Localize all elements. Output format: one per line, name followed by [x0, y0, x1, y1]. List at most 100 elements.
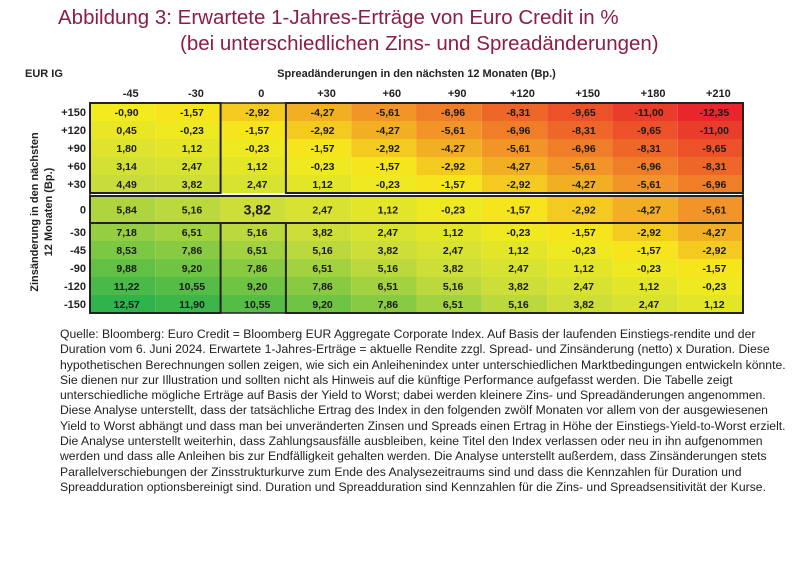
data-label: 6,51 — [378, 281, 399, 293]
heatmap-cell — [155, 259, 221, 277]
data-label: 7,86 — [182, 245, 203, 257]
data-label: -4,27 — [702, 227, 726, 239]
heatmap-cell — [481, 121, 548, 139]
data-label: 1,12 — [182, 143, 203, 155]
data-label: 2,47 — [443, 245, 464, 257]
heatmap-cell — [547, 139, 613, 157]
data-label: 11,22 — [114, 281, 140, 293]
data-label: 3,82 — [443, 263, 464, 275]
corner-label: EUR IG — [25, 68, 63, 80]
data-label: -0,23 — [572, 245, 596, 257]
heatmap-cell — [416, 103, 482, 121]
data-label: 1,80 — [116, 143, 137, 155]
data-label: -1,57 — [702, 263, 726, 275]
heatmap-cell — [351, 157, 417, 175]
heatmap-borders — [89, 102, 744, 314]
data-label: -11,00 — [700, 125, 729, 137]
data-label: 1,12 — [574, 263, 595, 275]
data-label: 5,16 — [247, 227, 268, 239]
heatmap-cell — [547, 295, 613, 313]
heatmap-cell — [677, 277, 743, 295]
heatmap-cell — [220, 277, 286, 295]
heatmap-cell — [677, 121, 743, 139]
data-label: 6,51 — [182, 227, 203, 239]
data-label: -4,27 — [506, 161, 530, 173]
data-label: -4,27 — [441, 143, 465, 155]
heatmap-cell — [612, 175, 678, 193]
heatmap-cell — [612, 295, 678, 313]
heatmap-cell — [220, 157, 286, 175]
data-label: -9,65 — [572, 107, 596, 119]
data-label: 1,12 — [704, 299, 725, 311]
data-label: -1,57 — [441, 179, 465, 191]
data-label: -8,31 — [506, 107, 530, 119]
data-label: 7,86 — [378, 299, 399, 311]
data-label: -1,57 — [311, 143, 335, 155]
y-axis-title-line-1: Zinsänderung in den nächsten — [29, 132, 41, 292]
data-label: -0,23 — [180, 125, 204, 137]
data-label: 3,82 — [508, 281, 529, 293]
data-label: -5,61 — [702, 205, 726, 217]
heatmap-cell — [285, 259, 352, 277]
chart-title-line-1: Abbildung 3: Erwartete 1-Jahres-Erträge … — [58, 6, 619, 29]
data-label: -5,61 — [637, 179, 661, 191]
x-tick-label: +90 — [448, 88, 467, 100]
data-label: 2,47 — [574, 281, 595, 293]
heatmap-cell — [90, 196, 156, 223]
data-label: -0,23 — [311, 161, 335, 173]
heatmap-cell — [285, 295, 352, 313]
data-label: 1,12 — [508, 245, 529, 257]
data-label: -5,61 — [506, 143, 530, 155]
heatmap-cell — [90, 295, 156, 313]
data-label: -8,31 — [572, 125, 596, 137]
y-tick-label: +30 — [67, 179, 86, 191]
y-axis-title-line-2: 12 Monaten (Bp.) — [43, 167, 55, 256]
data-label: -2,92 — [311, 125, 335, 137]
heatmap-cell — [677, 241, 743, 259]
heatmap-cell — [220, 241, 286, 259]
y-tick-label: -90 — [70, 263, 86, 275]
data-label: 5,16 — [443, 281, 464, 293]
heatmap-cell — [416, 259, 482, 277]
y-tick-label: -120 — [64, 281, 86, 293]
chart-title-line-2: (bei unterschiedlichen Zins- und Spreadä… — [180, 32, 659, 55]
data-label: -1,57 — [637, 245, 661, 257]
data-label: 2,47 — [508, 263, 529, 275]
data-label: 2,47 — [639, 299, 660, 311]
x-tick-label: +120 — [510, 88, 535, 100]
heatmap-cell — [90, 259, 156, 277]
x-tick-label: -30 — [188, 88, 204, 100]
heatmap-cell — [90, 277, 156, 295]
y-tick-label: +90 — [67, 143, 86, 155]
heatmap-cell — [220, 259, 286, 277]
data-label: -4,27 — [637, 205, 661, 217]
data-label: 2,47 — [378, 227, 399, 239]
heatmap-cell — [481, 295, 548, 313]
heatmap-cell — [612, 241, 678, 259]
heatmap-cell — [481, 196, 548, 223]
heatmap-cell — [220, 103, 286, 121]
data-label: -1,57 — [506, 205, 530, 217]
heatmap-cell — [155, 241, 221, 259]
data-label: 3,82 — [574, 299, 595, 311]
heatmap-cell — [285, 175, 352, 193]
heatmap-cell — [285, 157, 352, 175]
heatmap-cell — [612, 259, 678, 277]
heatmap-cell — [351, 241, 417, 259]
x-tick-labels: -45 -30 0 +30 +60 +90 +120 +150 +180 +210 — [123, 88, 731, 100]
data-label: -5,61 — [572, 161, 596, 173]
data-label: 10,55 — [179, 281, 205, 293]
data-label: 6,51 — [443, 299, 464, 311]
heatmap-cell — [481, 175, 548, 193]
data-label: -8,31 — [702, 161, 726, 173]
data-label: -1,57 — [180, 107, 204, 119]
heatmap-chart: -0,90 -1,57 -2,92 -4,27 -5,61 -6,96 -8,31 -9,65… — [29, 88, 744, 314]
data-label: -4,27 — [376, 125, 400, 137]
data-label: -2,92 — [506, 179, 530, 191]
heatmap-cell — [351, 295, 417, 313]
heatmap-cell — [90, 157, 156, 175]
data-label: -6,96 — [702, 179, 726, 191]
data-label: -0,23 — [376, 179, 400, 191]
data-label: -9,65 — [637, 125, 661, 137]
heatmap-cell — [612, 139, 678, 157]
